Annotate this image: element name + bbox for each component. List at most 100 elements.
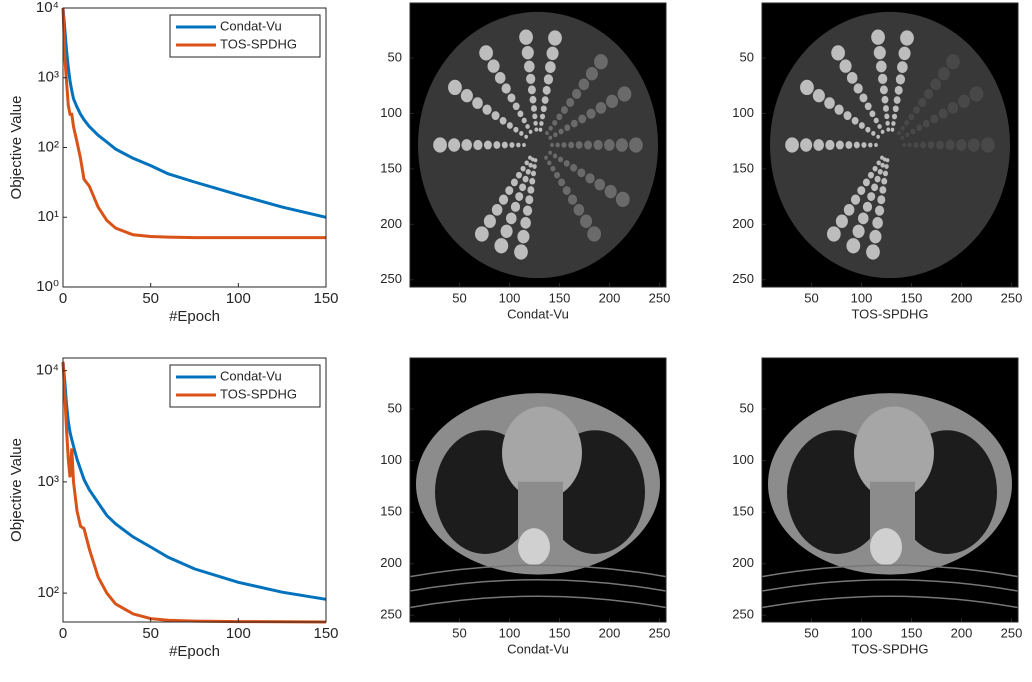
phantom-dot [521,117,527,124]
phantom-dot [532,113,538,120]
phantom-dot [785,137,799,153]
phantom-dot [881,177,888,185]
phantom-dot [850,194,861,205]
phantom-dot [524,60,535,73]
phantom-dot [845,141,853,149]
phantom-dot [891,113,898,120]
phantom-dot [491,111,500,120]
ct-table [762,595,1018,609]
phantom-dot [910,128,916,135]
phantom-dot [930,78,942,91]
phantom-dot [494,238,509,254]
x-tick-label: 250 [649,625,671,640]
x-tick-label: 0 [59,290,67,307]
legend-label: Condat-Vu [220,368,282,383]
y-tick-label: 150 [380,504,402,519]
phantom-dot [509,142,515,148]
phantom-dot [517,229,530,244]
phantom-dot [835,214,848,228]
phantom-dot [522,142,526,148]
phantom-dot [548,135,553,140]
x-tick-label: 150 [549,625,571,640]
phantom-dot [868,142,873,148]
phantom-dot [532,164,537,169]
phantom-dot [897,131,901,136]
phantom-dot [586,108,596,119]
phantom-dot [907,142,912,148]
phantom-dot [461,139,472,151]
phantom-disc [770,11,1010,279]
phantom-dot [533,158,538,163]
phantom-dot [528,162,533,168]
phantom-dot [501,141,508,149]
phantom-dot [558,128,564,135]
phantom-dot [525,124,530,129]
x-tick-label: 100 [851,290,873,305]
phantom-dot [587,226,602,242]
phantom-disc [418,11,658,279]
phantom-dot [448,138,461,152]
y-tick-label: 100 [732,452,754,467]
phantom-dot [969,86,984,102]
phantom-dot [908,113,915,121]
x-tick-label: 50 [142,290,159,307]
legend-label: Condat-Vu [220,18,282,33]
phantom-dot [846,72,858,84]
legend-box [169,14,321,58]
x-tick-label: 150 [901,625,923,640]
phantom-dot [525,168,531,175]
x-tick-label: 50 [142,625,159,642]
phantom-dot [552,120,558,126]
phantom-dot [880,155,884,160]
phantom-dot [853,141,860,149]
phantom-dot [615,191,630,207]
phantom-dot [843,203,855,216]
phantom-dot [578,114,587,124]
phantom-dot [615,138,628,152]
phantom-dot [885,158,890,163]
phantom-dot [872,165,878,172]
y-tick-label: 150 [380,160,402,175]
phantom-dot [512,102,520,111]
phantom-dot [859,93,868,103]
phantom-dot [562,186,571,195]
phantom-dot [556,113,563,121]
phantom-dot [866,244,880,260]
legend-label: TOS-SPDHG [220,386,297,401]
axes-frame [409,357,667,623]
phantom-dot [617,86,632,102]
phantom-dot [880,129,885,134]
phantom-dot [834,104,844,115]
phantom-dot [528,129,533,134]
y-tick-label: 100 [732,105,754,120]
phantom-dot [898,46,911,61]
phantom-dot [552,153,558,159]
x-tick-label: 150 [313,290,338,307]
phantom-dot [858,212,869,225]
series-line [61,361,327,601]
phantom-dot [548,30,562,46]
phantom-dot [594,54,608,70]
phantom-dot [575,141,583,149]
phantom-dot [884,113,890,120]
phantom-dot [483,140,492,150]
phantom-dot [851,116,859,125]
phantom-dot [886,127,891,132]
phantom-dot [554,171,561,179]
phantom-dot [530,170,537,177]
ct-heart [502,406,582,500]
phantom-dot [548,150,552,155]
phantom-dot [904,120,910,126]
phantom-dot [882,157,887,162]
y-tick-label: 200 [732,555,754,570]
phantom-dot [824,97,835,109]
image [410,3,666,287]
phantom-dot [528,155,532,160]
phantom-dot [876,160,881,166]
y-tick-label: 200 [380,216,402,231]
phantom-dot [871,29,885,45]
ct-table [762,564,1018,578]
phantom-dot [936,140,945,150]
phantom-dot [514,244,528,260]
phantom-dot [522,175,529,183]
